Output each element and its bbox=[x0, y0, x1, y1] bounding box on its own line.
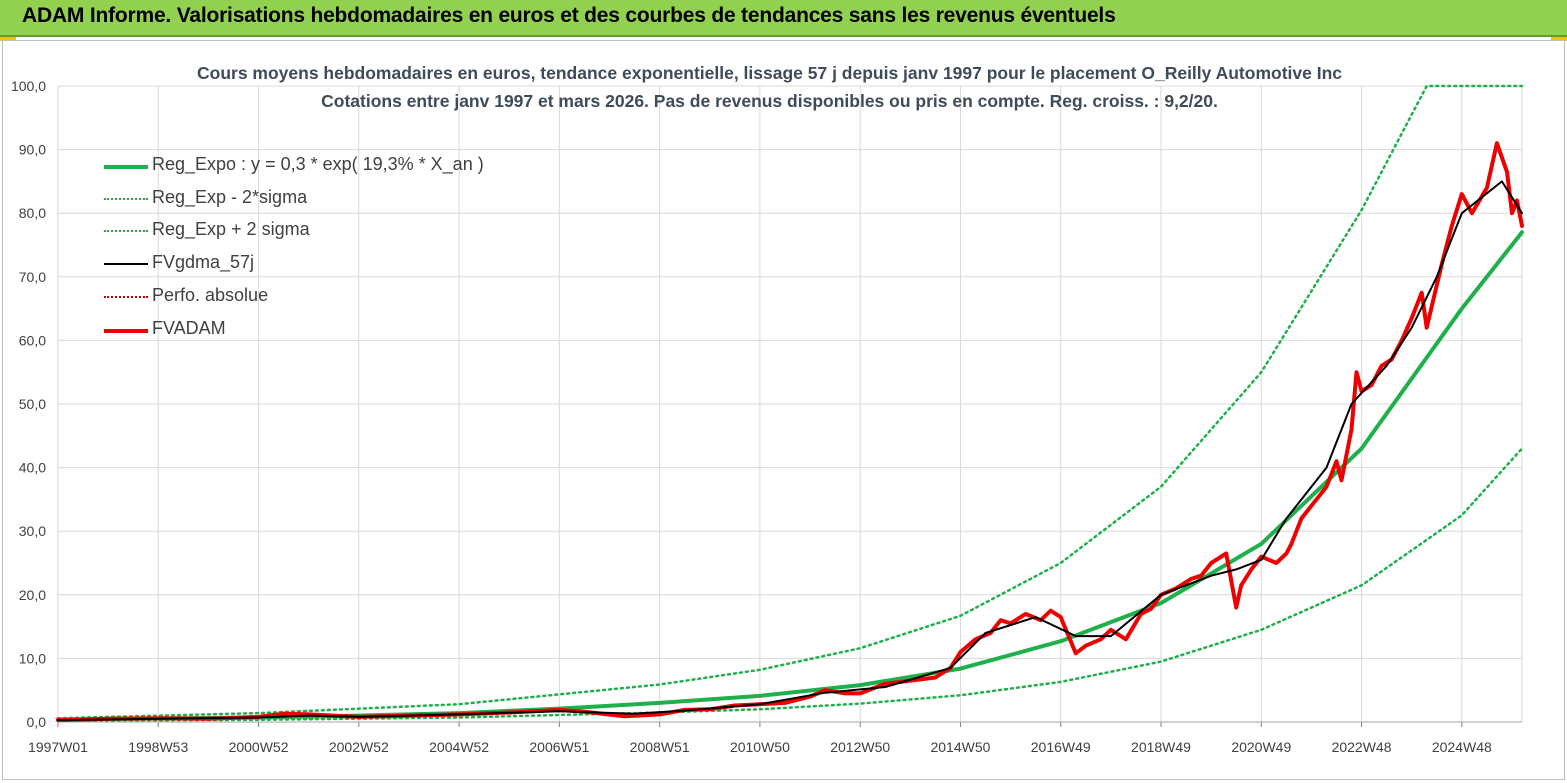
series-line-2 bbox=[56, 84, 1524, 720]
x-tick-label: 2012W50 bbox=[830, 739, 890, 755]
accent-left bbox=[0, 37, 16, 41]
x-tick-label: 2008W51 bbox=[630, 739, 690, 755]
legend-label: FVADAM bbox=[152, 317, 226, 338]
y-tick-label: 40,0 bbox=[19, 460, 46, 476]
x-tick-label: 2016W49 bbox=[1031, 739, 1091, 755]
series-line-3 bbox=[57, 180, 1523, 722]
x-tick-label: 2014W50 bbox=[930, 739, 990, 755]
x-tick-label: 1997W01 bbox=[28, 739, 88, 755]
series-group bbox=[56, 84, 1524, 723]
legend-swatch bbox=[104, 328, 148, 333]
x-tick-label: 2004W52 bbox=[429, 739, 489, 755]
y-tick-label: 50,0 bbox=[19, 396, 46, 412]
x-tick-label: 1998W53 bbox=[128, 739, 188, 755]
y-tick-label: 100,0 bbox=[11, 78, 46, 94]
legend-label: Perfo. absolue bbox=[152, 284, 269, 305]
legend-swatch bbox=[104, 263, 148, 266]
banner-title: ADAM Informe. Valorisations hebdomadaire… bbox=[22, 4, 1116, 27]
y-tick-label: 20,0 bbox=[19, 587, 46, 603]
y-tick-label: 90,0 bbox=[19, 142, 46, 158]
x-tick-label: 2010W50 bbox=[730, 739, 790, 755]
banner: ADAM Informe. Valorisations hebdomadaire… bbox=[0, 0, 1567, 37]
chart-frame bbox=[2, 40, 1565, 780]
x-axis-ticks: 1997W01 1998W53 2000W52 2002W52 2004W52 2006W… bbox=[28, 739, 1492, 755]
y-tick-label: 70,0 bbox=[19, 269, 46, 285]
legend-label: Reg_Exp - 2*sigma bbox=[152, 186, 308, 207]
legend-label: Reg_Expo : y = 0,3 * exp( 19,3% * X_an ) bbox=[152, 154, 484, 174]
y-tick-label: 10,0 bbox=[19, 650, 46, 666]
legend-swatch bbox=[104, 197, 148, 200]
x-tick-label: 2020W49 bbox=[1231, 739, 1291, 755]
x-tick-label: 2018W49 bbox=[1131, 739, 1191, 755]
legend-swatch bbox=[104, 230, 148, 233]
x-tick-label: 2000W52 bbox=[229, 739, 289, 755]
x-tick-label: 2002W52 bbox=[329, 739, 389, 755]
grid bbox=[57, 85, 1523, 727]
legend-swatch bbox=[104, 295, 148, 298]
y-axis-ticks: 0,0 10,0 20,0 30,0 40,0 50,0 60,0 70,0 80,0 90,0 1… bbox=[11, 78, 46, 730]
y-tick-label: 60,0 bbox=[19, 332, 46, 348]
chart-subtitle: Cotations entre janv 1997 et mars 2026. … bbox=[321, 91, 1218, 111]
y-tick-label: 30,0 bbox=[19, 523, 46, 539]
series-line-1 bbox=[56, 447, 1524, 722]
y-tick-label: 80,0 bbox=[19, 205, 46, 221]
chart-title: Cours moyens hebdomadaires en euros, ten… bbox=[197, 63, 1342, 83]
legend-label: Reg_Exp + 2 sigma bbox=[152, 219, 310, 240]
y-tick-label: 0,0 bbox=[27, 714, 47, 730]
legend-swatch bbox=[104, 165, 148, 169]
accent-right bbox=[1551, 37, 1567, 41]
x-tick-label: 2006W51 bbox=[529, 739, 589, 755]
x-tick-label: 2024W48 bbox=[1432, 739, 1492, 755]
legend-label: FVgdma_57j bbox=[152, 252, 255, 273]
x-tick-label: 2022W48 bbox=[1332, 739, 1392, 755]
